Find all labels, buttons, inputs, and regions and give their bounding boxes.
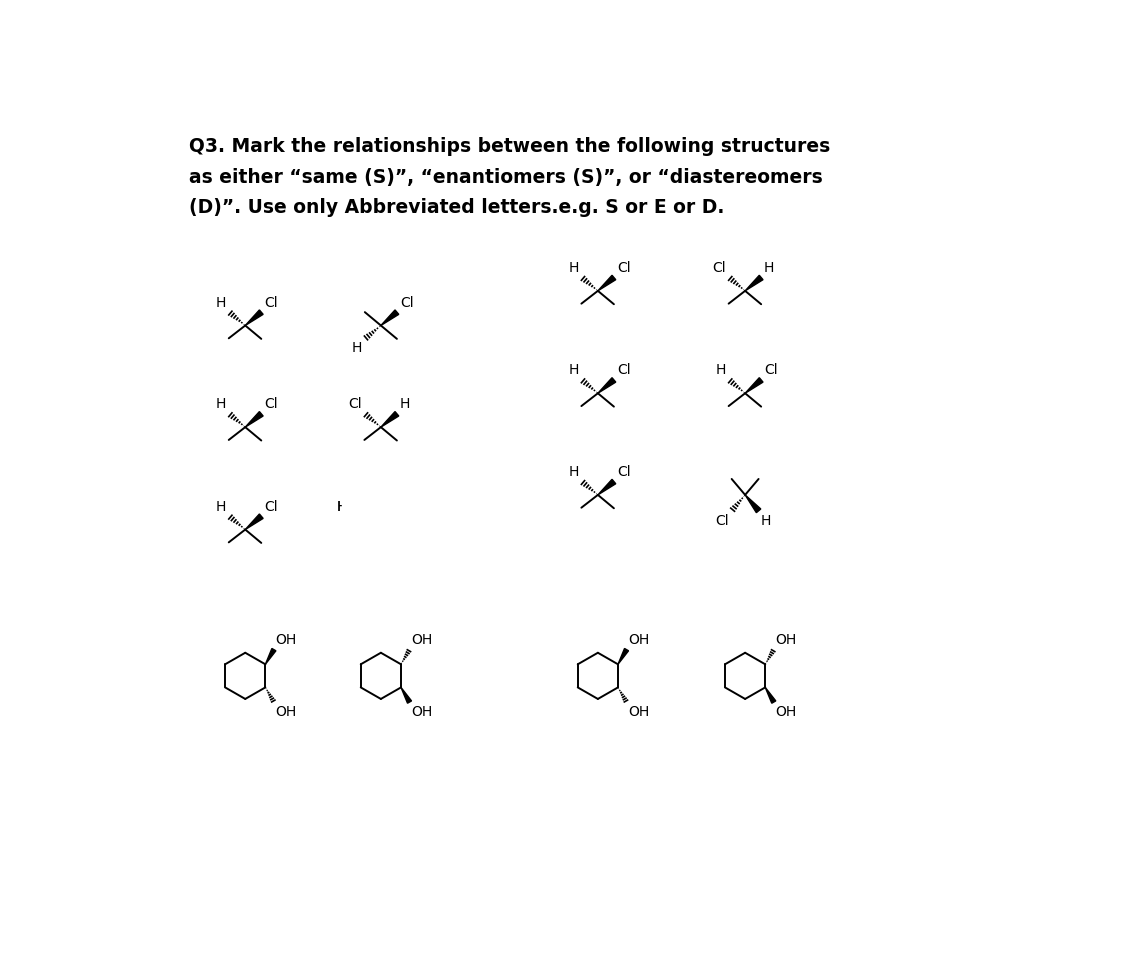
Polygon shape	[745, 377, 763, 393]
Text: H: H	[351, 341, 362, 356]
Polygon shape	[597, 479, 615, 495]
Polygon shape	[618, 649, 629, 664]
Polygon shape	[381, 514, 398, 529]
Text: H: H	[399, 397, 411, 412]
Text: H: H	[764, 261, 774, 275]
Text: H: H	[762, 514, 772, 528]
Polygon shape	[765, 687, 776, 704]
Text: H: H	[399, 500, 411, 514]
Text: as either “same (S)”, “enantiomers (S)”, or “diastereomers: as either “same (S)”, “enantiomers (S)”,…	[189, 168, 822, 186]
Text: H: H	[568, 466, 579, 479]
Polygon shape	[245, 310, 263, 325]
Text: H: H	[216, 296, 226, 310]
Text: Cl: Cl	[264, 397, 278, 412]
Text: H: H	[216, 397, 226, 412]
Polygon shape	[745, 495, 760, 513]
Text: OH: OH	[411, 633, 432, 647]
Text: Cl: Cl	[616, 466, 630, 479]
Text: H: H	[568, 364, 579, 377]
Polygon shape	[597, 377, 615, 393]
Text: Cl: Cl	[616, 261, 630, 275]
Polygon shape	[245, 514, 263, 529]
Text: Cl: Cl	[716, 514, 729, 528]
Text: OH: OH	[276, 633, 297, 647]
Text: Cl: Cl	[764, 364, 777, 377]
Text: Cl: Cl	[264, 500, 278, 514]
Text: OH: OH	[775, 633, 796, 647]
Text: H: H	[399, 500, 411, 514]
Text: H: H	[716, 364, 726, 377]
Text: OH: OH	[628, 633, 649, 647]
Text: H₃C: H₃C	[336, 500, 362, 514]
Polygon shape	[245, 412, 263, 427]
Text: Q3. Mark the relationships between the following structures: Q3. Mark the relationships between the f…	[189, 137, 830, 156]
Text: H: H	[216, 500, 226, 514]
Bar	[342, 495, 420, 564]
Text: OH: OH	[276, 705, 297, 718]
Text: Cl: Cl	[616, 364, 630, 377]
Text: H: H	[568, 261, 579, 275]
Text: OH: OH	[628, 705, 649, 718]
Text: H₃C: H₃C	[336, 500, 362, 514]
Polygon shape	[745, 275, 763, 291]
Text: Cl: Cl	[264, 296, 278, 310]
Polygon shape	[381, 412, 398, 427]
Polygon shape	[400, 687, 412, 704]
Polygon shape	[381, 514, 398, 529]
Text: Cl: Cl	[712, 261, 726, 275]
Text: OH: OH	[775, 705, 796, 718]
Text: Cl: Cl	[399, 296, 414, 310]
Polygon shape	[597, 275, 615, 291]
Polygon shape	[266, 649, 276, 664]
Text: OH: OH	[411, 705, 432, 718]
Text: Cl: Cl	[349, 546, 362, 560]
Text: (D)”. Use only Abbreviated letters.e.g. S or E or D.: (D)”. Use only Abbreviated letters.e.g. …	[189, 199, 724, 218]
Text: Cl: Cl	[349, 397, 362, 412]
Polygon shape	[381, 310, 398, 325]
